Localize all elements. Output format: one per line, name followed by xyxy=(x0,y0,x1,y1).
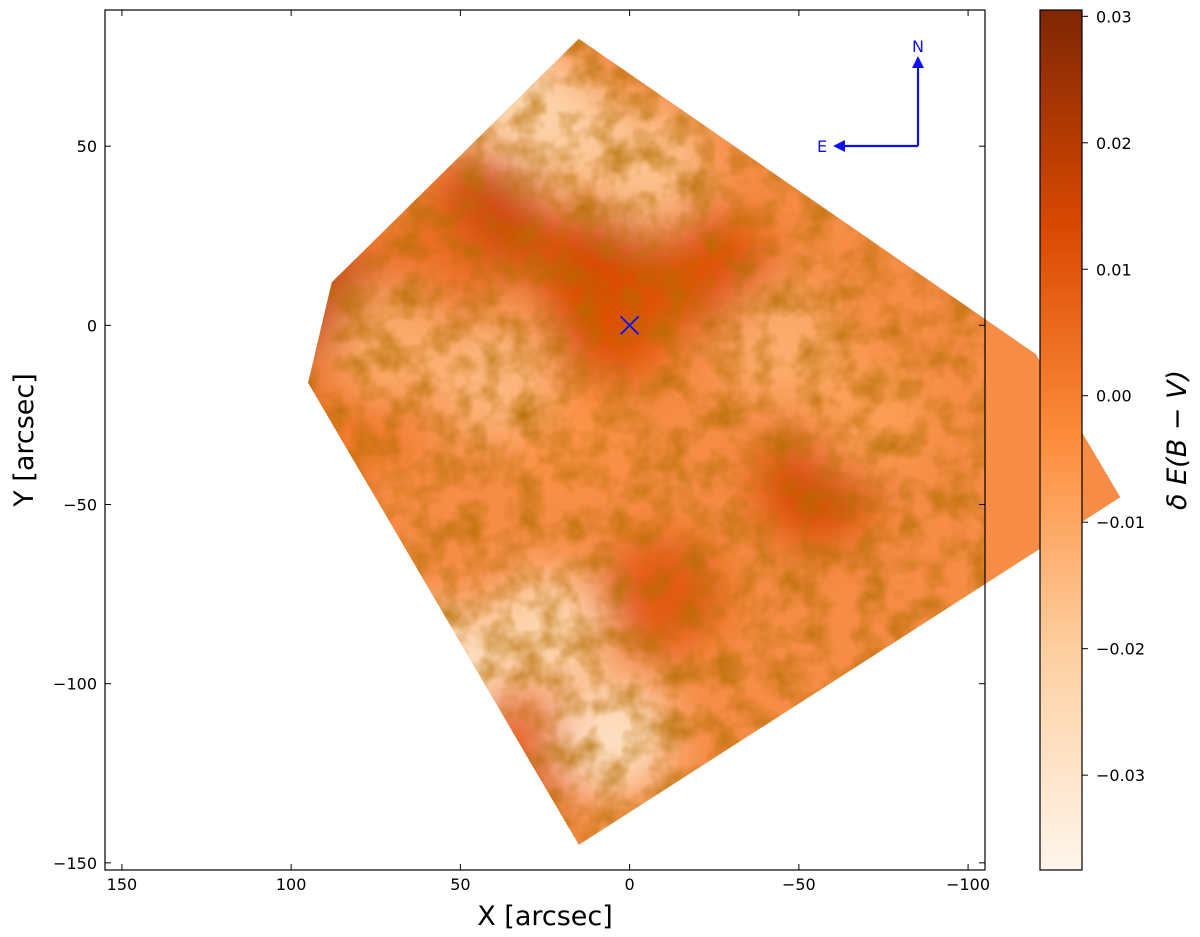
x-tick-label: 0 xyxy=(625,875,635,894)
colorbar-ticks: 0.03 0.02 0.01 0.00 −0.01 −0.02 −0.03 xyxy=(1082,7,1145,785)
y-tick-label: −150 xyxy=(53,854,97,873)
y-tick-label: 50 xyxy=(77,137,97,156)
north-arrow-head xyxy=(912,56,924,68)
x-axis-ticks: 150 100 50 0 −50 −100 xyxy=(107,10,990,894)
plot-frame xyxy=(104,9,986,871)
colorbar xyxy=(1039,9,1083,871)
colorbar-tick-label: 0.02 xyxy=(1096,134,1132,153)
compass-arrows: N E xyxy=(817,37,924,156)
colorbar-tick-label: 0.01 xyxy=(1096,260,1132,279)
colorbar-label: δ E(B − V) xyxy=(1162,370,1193,510)
east-label: E xyxy=(817,137,827,156)
y-tick-label: 0 xyxy=(87,316,97,335)
colorbar-tick-label: −0.01 xyxy=(1096,513,1145,532)
x-axis-label: X [arcsec] xyxy=(477,901,613,932)
y-axis-ticks: 50 0 −50 −100 −150 xyxy=(53,137,985,873)
colorbar-tick-label: 0.00 xyxy=(1096,387,1132,406)
x-tick-label: 100 xyxy=(276,875,307,894)
north-label: N xyxy=(912,37,924,56)
y-axis-label: Y [arcsec] xyxy=(9,373,40,508)
colorbar-tick-label: −0.02 xyxy=(1096,640,1145,659)
x-tick-label: 150 xyxy=(107,875,138,894)
center-x-marker xyxy=(619,315,640,335)
x-tick-label: 50 xyxy=(450,875,470,894)
colorbar-tick-label: 0.03 xyxy=(1096,7,1132,26)
x-tick-label: −50 xyxy=(782,875,816,894)
colorbar-tick-label: −0.03 xyxy=(1096,766,1145,785)
x-tick-label: −100 xyxy=(946,875,990,894)
y-tick-label: −100 xyxy=(53,675,97,694)
y-tick-label: −50 xyxy=(63,496,97,515)
center-marker-stroke xyxy=(619,315,640,335)
east-arrow-head xyxy=(833,140,845,152)
